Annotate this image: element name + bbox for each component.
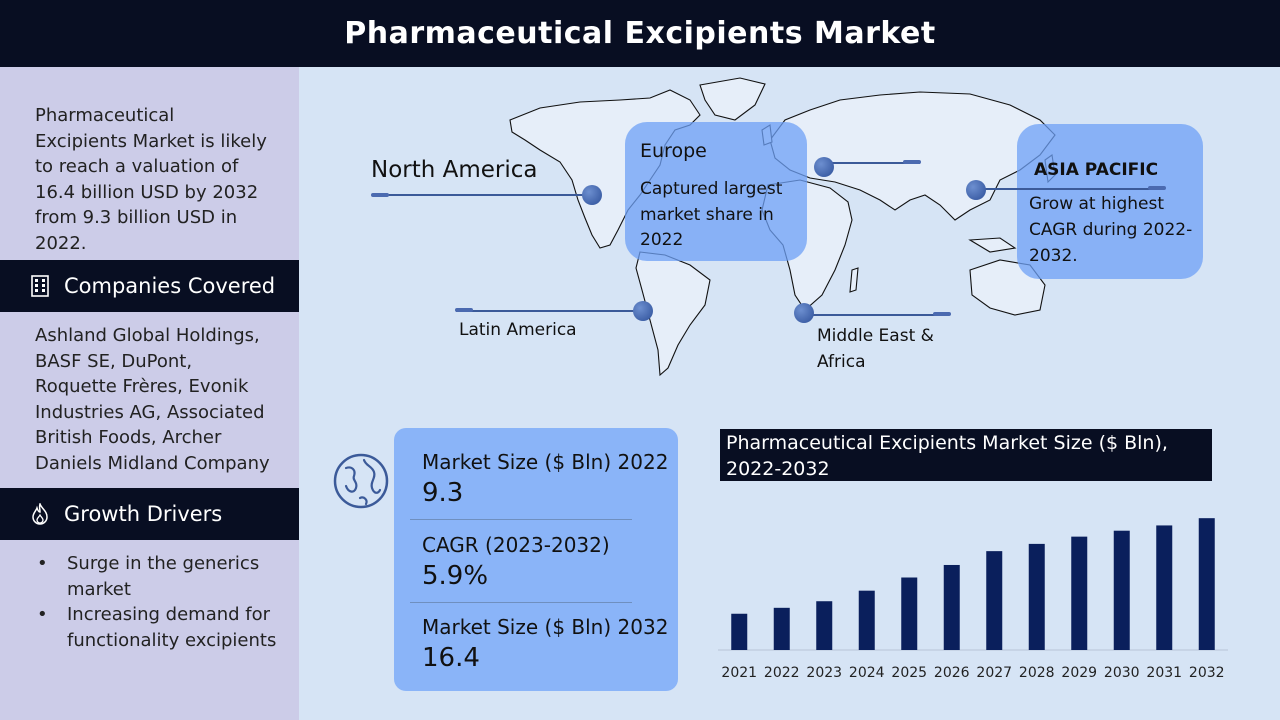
asia-connector bbox=[978, 188, 1162, 190]
europe-connector bbox=[826, 162, 920, 164]
bar-2023 bbox=[816, 601, 833, 650]
madagascar-shape bbox=[849, 267, 859, 293]
x-tick-label: 2032 bbox=[1189, 665, 1225, 681]
europe-cap bbox=[903, 160, 921, 164]
europe-note: Captured largest market share in 2022 bbox=[640, 179, 783, 250]
bar-2032 bbox=[1198, 518, 1215, 650]
asia-callout bbox=[1017, 124, 1203, 279]
bar-2027 bbox=[986, 551, 1003, 650]
bar-2021 bbox=[731, 613, 748, 650]
page-title: Pharmaceutical Excipients Market bbox=[344, 16, 936, 51]
asia-pacific-note: Grow at highest CAGR during 2022-2032. bbox=[1029, 194, 1193, 266]
bar-2026 bbox=[943, 564, 960, 650]
driver-item: Surge in the generics market bbox=[35, 551, 285, 602]
stat-divider bbox=[410, 519, 632, 520]
x-tick-label: 2029 bbox=[1061, 665, 1097, 681]
stats-panel: Market Size ($ Bln) 2022 9.3 CAGR (2023-… bbox=[394, 428, 678, 691]
x-tick-label: 2021 bbox=[721, 665, 757, 681]
globe-icon bbox=[333, 453, 389, 509]
mea-cap bbox=[933, 312, 951, 316]
north-america-cap bbox=[371, 193, 389, 197]
stat-label: Market Size ($ Bln) 2032 bbox=[422, 615, 669, 639]
flame-icon bbox=[30, 503, 50, 525]
x-tick-label: 2022 bbox=[764, 665, 800, 681]
latin-america-cap bbox=[455, 308, 473, 312]
stat-market-2022: Market Size ($ Bln) 2022 9.3 bbox=[422, 450, 668, 508]
latin-america-marker bbox=[633, 301, 653, 321]
bar-2024 bbox=[858, 590, 875, 650]
x-tick-label: 2024 bbox=[849, 665, 885, 681]
latin-america-connector bbox=[456, 310, 642, 312]
x-tick-label: 2027 bbox=[976, 665, 1012, 681]
x-tick-label: 2025 bbox=[891, 665, 927, 681]
bar-2025 bbox=[901, 577, 918, 650]
bar-chart: 2021 2022 2023 2024 2025 2026 2027 2028 2029 2030… bbox=[718, 518, 1228, 681]
bar-2022 bbox=[773, 607, 790, 650]
asia-pacific-label: ASIA PACIFIC bbox=[1034, 160, 1159, 180]
bar-2030 bbox=[1113, 530, 1130, 650]
bar-2028 bbox=[1028, 543, 1045, 650]
companies-text: Ashland Global Holdings, BASF SE, DuPont… bbox=[35, 325, 270, 474]
north-america-connector bbox=[372, 194, 590, 196]
europe-callout bbox=[625, 122, 807, 261]
stat-market-2032: Market Size ($ Bln) 2032 16.4 bbox=[422, 615, 668, 673]
header-bar: Pharmaceutical Excipients Market bbox=[0, 0, 1280, 67]
x-tick-label: 2030 bbox=[1104, 665, 1140, 681]
driver-item: Increasing demand for functionality exci… bbox=[35, 602, 285, 653]
bar-2029 bbox=[1071, 536, 1088, 650]
latin-america-label: Latin America bbox=[459, 320, 577, 340]
intro-text: Pharmaceutical Excipients Market is like… bbox=[35, 105, 267, 254]
mea-connector bbox=[806, 314, 948, 316]
companies-heading-bar: Companies Covered bbox=[0, 260, 299, 312]
europe-marker bbox=[814, 157, 834, 177]
x-tick-label: 2026 bbox=[934, 665, 970, 681]
stat-value: 9.3 bbox=[422, 478, 464, 508]
companies-heading: Companies Covered bbox=[64, 274, 276, 298]
greenland-shape bbox=[699, 77, 766, 121]
europe-label: Europe bbox=[640, 140, 707, 162]
south-america-shape bbox=[635, 251, 711, 377]
x-tick-label: 2028 bbox=[1019, 665, 1055, 681]
sidebar: Pharmaceutical Excipients Market is like… bbox=[0, 67, 299, 720]
indonesia-shape bbox=[968, 237, 1017, 253]
stat-value: 16.4 bbox=[422, 643, 480, 673]
x-tick-label: 2031 bbox=[1146, 665, 1182, 681]
asia-cap bbox=[1148, 186, 1166, 190]
stat-label: Market Size ($ Bln) 2022 bbox=[422, 450, 669, 474]
stat-divider bbox=[410, 602, 632, 603]
asia-marker bbox=[966, 180, 986, 200]
stat-cagr: CAGR (2023-2032) 5.9% bbox=[422, 533, 610, 591]
drivers-list: Surge in the generics market Increasing … bbox=[35, 551, 285, 653]
x-tick-label: 2023 bbox=[806, 665, 842, 681]
bar-2031 bbox=[1156, 525, 1173, 650]
drivers-heading-bar: Growth Drivers bbox=[0, 488, 299, 540]
stat-label: CAGR (2023-2032) bbox=[422, 533, 610, 557]
chart-title: Pharmaceutical Excipients Market Size ($… bbox=[720, 429, 1212, 481]
north-america-marker bbox=[582, 185, 602, 205]
north-america-label: North America bbox=[371, 157, 538, 183]
mea-label: Middle East & Africa bbox=[817, 326, 934, 372]
building-icon bbox=[30, 275, 50, 297]
drivers-heading: Growth Drivers bbox=[64, 502, 223, 526]
mea-marker bbox=[794, 303, 814, 323]
stat-value: 5.9% bbox=[422, 561, 489, 591]
